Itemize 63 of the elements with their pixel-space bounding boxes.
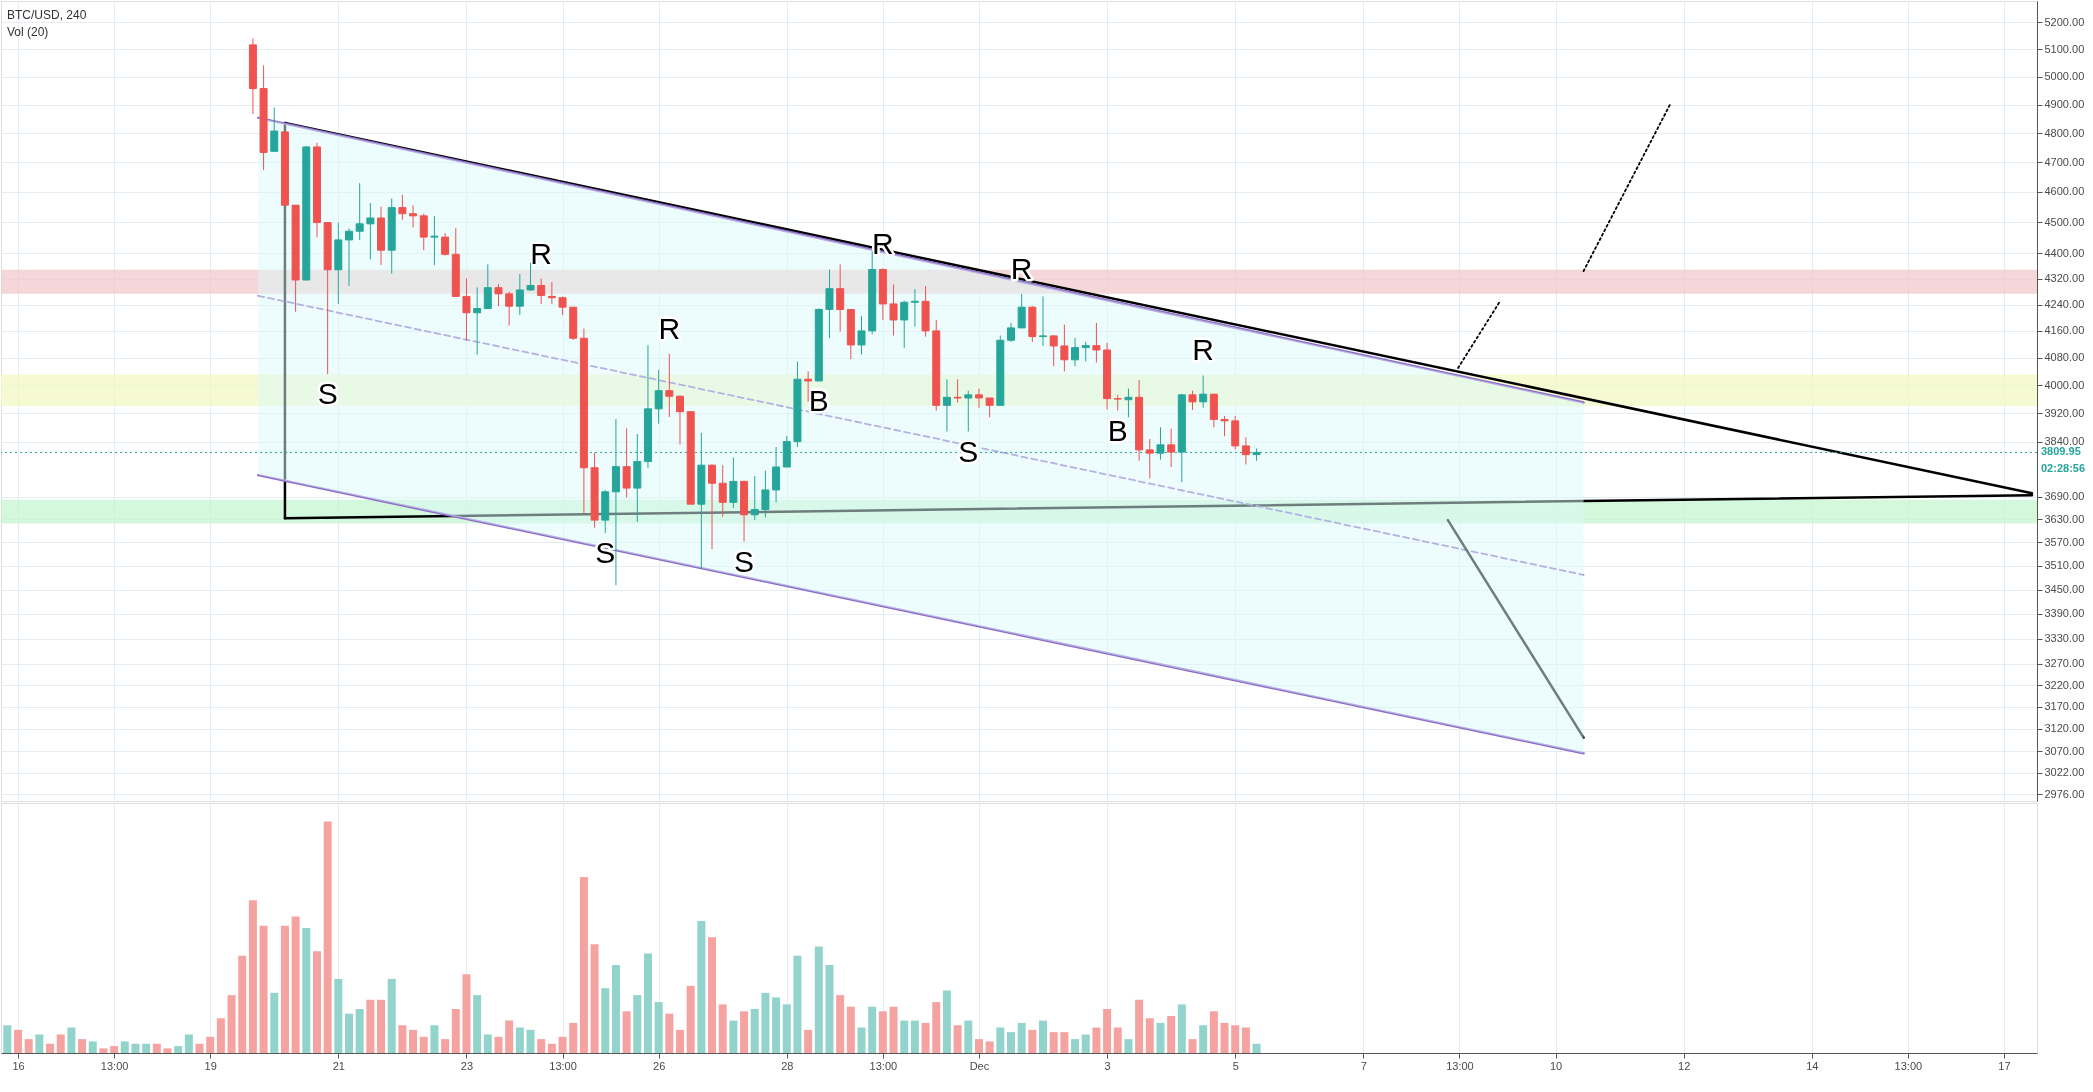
text: Vol (20) [7, 25, 49, 39]
y-tick-label: 4080.00 [2044, 351, 2085, 364]
y-tick-label: 4900.00 [2044, 98, 2085, 111]
annotation: B [808, 383, 829, 417]
x-tick-label: 13:00 [100, 1059, 129, 1072]
y-tick-label: 4400.00 [2044, 246, 2085, 259]
y-tick-label: 3120.00 [2044, 722, 2085, 735]
y-tick-label: 5200.00 [2044, 15, 2085, 28]
annotation: S [595, 536, 616, 570]
y-tick-label: 3450.00 [2044, 583, 2085, 596]
y-tick-label: 3510.00 [2044, 559, 2085, 572]
y-tick-label: 4320.00 [2044, 272, 2085, 285]
text: BTC/USD, 240 [7, 8, 87, 22]
ref-line-label: 3809.95 [2041, 445, 2081, 458]
x-tick-label: 7 [1360, 1059, 1367, 1072]
x-tick-label: 14 [1806, 1059, 1819, 1072]
x-tick-label: 13:00 [1894, 1059, 1923, 1072]
x-tick-label: 5 [1232, 1059, 1239, 1072]
annotation: S [317, 377, 338, 411]
x-tick-label: 3 [1104, 1059, 1111, 1072]
y-tick-label: 3070.00 [2044, 744, 2085, 757]
y-tick-label: 4800.00 [2044, 126, 2085, 139]
y-tick-label: 3920.00 [2044, 406, 2085, 419]
y-tick-label: 3170.00 [2044, 700, 2085, 713]
x-tick-label: Dec [969, 1059, 990, 1072]
x-tick-label: 10 [1549, 1059, 1563, 1072]
y-tick-label: 2976.00 [2044, 787, 2085, 800]
x-tick-label: 16 [12, 1059, 25, 1072]
y-tick-label: 5000.00 [2044, 70, 2085, 83]
annotation: R [530, 236, 553, 270]
annotation: R [1010, 251, 1033, 285]
y-tick-label: 4240.00 [2044, 298, 2085, 311]
annotation: R [658, 311, 681, 345]
x-tick-label: 13:00 [869, 1059, 898, 1072]
x-tick-label: 23 [460, 1059, 474, 1072]
x-tick-label: 26 [653, 1059, 666, 1072]
x-tick-label: 21 [332, 1059, 345, 1072]
x-tick-label: 17 [1998, 1059, 2011, 1072]
y-tick-label: 3270.00 [2044, 657, 2085, 670]
y-tick-label: 3022.00 [2044, 766, 2085, 779]
annotation: B [1107, 413, 1128, 447]
y-tick-label: 3570.00 [2044, 535, 2085, 548]
y-tick-label: 4000.00 [2044, 378, 2085, 391]
y-tick-label: 3330.00 [2044, 632, 2085, 645]
y-tick-label: 3690.00 [2044, 490, 2085, 503]
y-tick-label: 4700.00 [2044, 155, 2085, 168]
annotation: R [1192, 333, 1215, 367]
y-tick-label: 4160.00 [2044, 324, 2085, 337]
y-tick-label: 3630.00 [2044, 512, 2085, 525]
y-tick-label: 5100.00 [2044, 42, 2085, 55]
y-tick-label: 4600.00 [2044, 185, 2085, 198]
y-tick-label: 3390.00 [2044, 607, 2085, 620]
x-tick-label: 13:00 [1446, 1059, 1474, 1072]
x-tick-label: 19 [204, 1059, 217, 1072]
y-tick-label: 3840.00 [2044, 435, 2085, 448]
text: 02:28:56 [2041, 462, 2086, 475]
y-tick-label: 3220.00 [2044, 678, 2085, 691]
annotation: S [734, 544, 755, 578]
x-tick-label: 12 [1678, 1059, 1691, 1072]
x-tick-label: 28 [781, 1059, 794, 1072]
annotation: S [958, 434, 979, 468]
y-tick-label: 4500.00 [2044, 215, 2085, 228]
x-tick-label: 13:00 [549, 1059, 577, 1072]
